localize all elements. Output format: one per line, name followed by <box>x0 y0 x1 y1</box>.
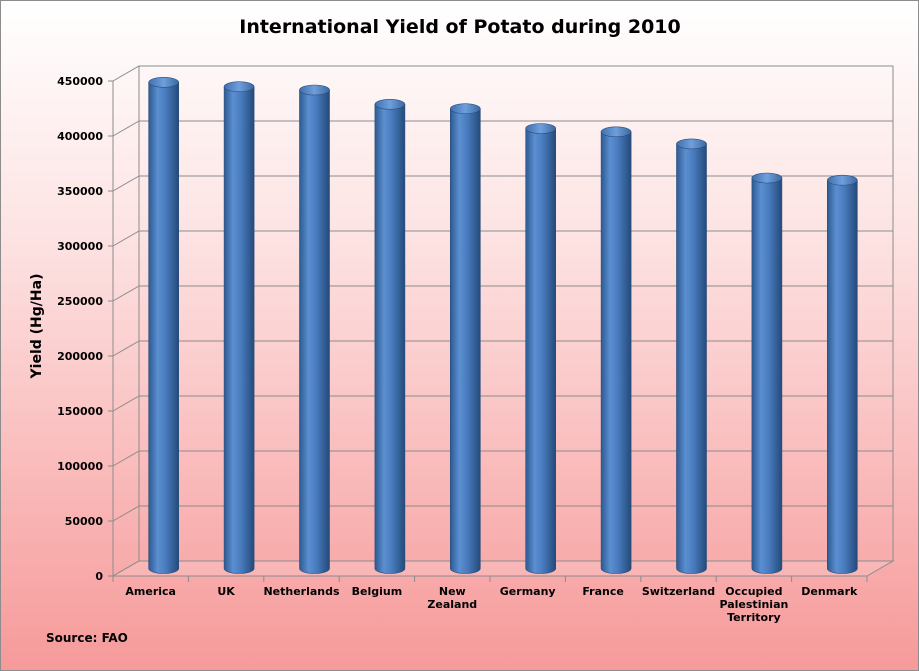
y-tick-label: 100000 <box>57 460 103 473</box>
y-axis-label: Yield (Hg/Ha) <box>29 274 45 380</box>
y-tick-label: 450000 <box>57 75 103 88</box>
x-tick-label: Germany <box>500 585 556 598</box>
y-tick-labels: 0 50000 100000 150000 200000 250000 300000 3500… <box>57 75 103 583</box>
y-tick-label: 350000 <box>57 185 103 198</box>
x-tick-label: New Zealand <box>427 585 477 611</box>
x-tick-label: Occupied Palestinian Territory <box>719 585 788 624</box>
x-tick-label: UK <box>217 585 235 598</box>
bar-body <box>525 128 556 574</box>
bar-cap <box>299 84 330 96</box>
bar <box>449 103 481 574</box>
bars <box>148 77 858 574</box>
bar <box>525 123 557 574</box>
bar <box>299 84 330 574</box>
bar <box>826 174 858 574</box>
y-tick-label: 0 <box>95 570 103 583</box>
x-tick-label: America <box>125 585 176 598</box>
bar-body <box>751 177 783 574</box>
bar <box>223 81 255 574</box>
bar <box>600 126 632 574</box>
bar <box>676 138 707 574</box>
y-tick-label: 250000 <box>57 295 103 308</box>
bar-body <box>148 82 179 574</box>
bar-body <box>299 89 330 574</box>
bar-cap <box>676 138 707 150</box>
y-tick-label: 50000 <box>65 515 104 528</box>
x-tick-label: France <box>582 585 623 598</box>
y-tick-label: 400000 <box>57 130 103 143</box>
x-tick-label: Belgium <box>352 585 403 598</box>
chart-title: International Yield of Potato during 201… <box>239 16 681 38</box>
bar <box>148 77 179 574</box>
bar-body <box>676 143 707 574</box>
bar-body <box>600 131 632 574</box>
gridline <box>112 65 893 82</box>
bar-cap <box>826 174 858 186</box>
bar-cap <box>751 172 783 184</box>
bar <box>374 99 406 574</box>
y-tick-label: 300000 <box>57 240 103 253</box>
source-note: Source: FAO <box>46 631 128 645</box>
bar-cap <box>449 103 481 114</box>
x-tick-label: Denmark <box>801 585 858 598</box>
bar-body <box>374 104 406 574</box>
bar-body <box>450 108 481 574</box>
bar-cap <box>223 81 255 92</box>
x-tick-label: Netherlands <box>263 585 340 598</box>
y-tick-label: 150000 <box>57 405 103 418</box>
bar-cap <box>525 123 557 134</box>
bar-cap <box>374 99 406 110</box>
y-tick-label: 200000 <box>57 350 103 363</box>
bar-cap <box>600 126 632 138</box>
bar-cap <box>148 77 179 88</box>
bar-body <box>223 86 255 574</box>
x-tick-label: Switzerland <box>642 585 715 598</box>
bar-body <box>827 179 858 574</box>
category-labels: America UK Netherlands Belgium New Zealand Ger… <box>125 585 858 624</box>
bar <box>751 172 783 574</box>
